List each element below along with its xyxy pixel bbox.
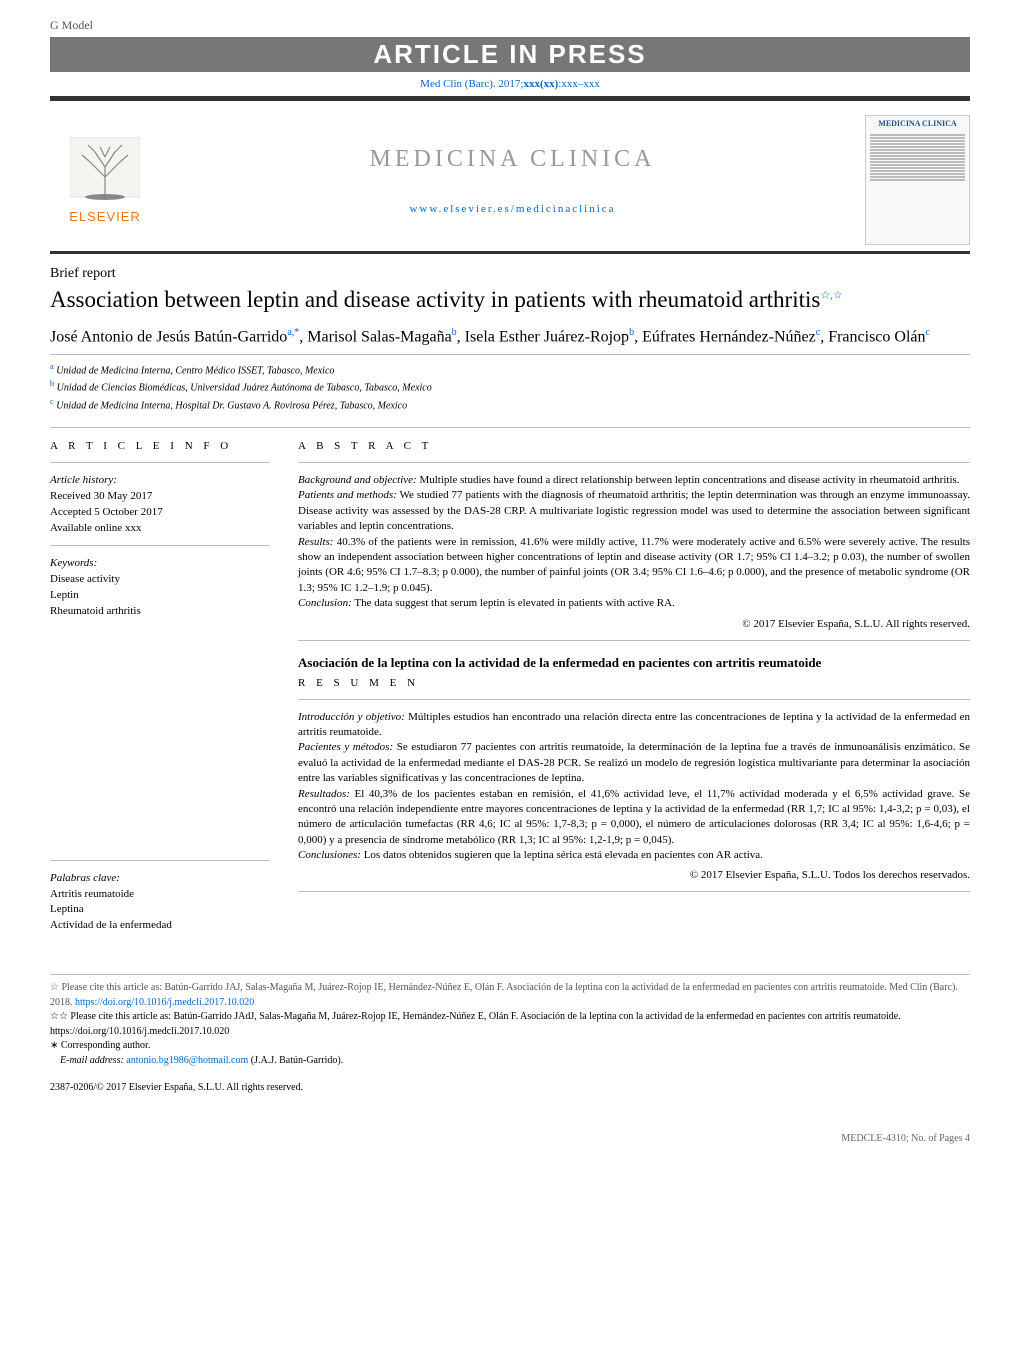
doi-link-1[interactable]: https://doi.org/10.1016/j.medcli.2017.10… [75,997,254,1008]
rule [298,891,970,892]
journal-cover-thumbnail: MEDICINA CLINICA [865,115,970,245]
pm-text: We studied 77 patients with the diagnosi… [298,489,970,532]
palabra-clave: Artritis reumatoide [50,887,270,903]
pm-text-es: Se estudiaron 77 pacientes con artritis … [298,741,970,784]
online-date: Available online xxx [50,521,270,537]
affiliation: a Unidad de Medicina Interna, Centro Méd… [50,361,970,378]
article-history: Article history: Received 30 May 2017 Ac… [50,473,270,546]
top-bar: G Model [50,18,970,33]
affiliation: c Unidad de Medicina Interna, Hospital D… [50,396,970,413]
article-info-heading: a r t i c l e i n f o [50,440,270,452]
keyword: Disease activity [50,572,270,588]
title-footnote-marks: ☆,☆ [820,289,842,301]
rule [50,860,270,861]
affiliation: b Unidad de Ciencias Biomédicas, Univers… [50,378,970,395]
elsevier-logo: ELSEVIER [50,125,160,235]
footnotes: ☆ Please cite this article as: Batún-Gar… [50,974,970,1068]
copyright-en: © 2017 Elsevier España, S.L.U. All right… [298,618,970,630]
corresponding-author: ∗ Corresponding author. [50,1039,970,1054]
rule-med [50,251,970,254]
abstract-heading: a b s t r a c t [298,440,970,452]
con-text-es: Los datos obtenidos sugieren que la lept… [364,849,763,861]
alt-title-es: Asociación de la leptina con la activida… [298,655,970,671]
resumen-heading: r e s u m e n [298,677,970,689]
res-label-es: Resultados: [298,788,350,800]
palabras-label: Palabras clave: [50,871,270,887]
article-in-press-banner: ARTICLE IN PRESS [50,37,970,72]
keyword: Leptin [50,588,270,604]
rule [298,699,970,700]
article-body: a r t i c l e i n f o Article history: R… [50,427,970,934]
left-column: a r t i c l e i n f o Article history: R… [50,440,270,934]
journal-url[interactable]: www.elsevier.es/medicinaclinica [178,203,847,215]
abstract-en: Background and objective: Multiple studi… [298,473,970,612]
elsevier-tree-icon [70,137,140,207]
email-line: E-mail address: antonio.bg1986@hotmail.c… [50,1054,970,1069]
con-label-es: Conclusiones: [298,849,361,861]
author-email[interactable]: antonio.bg1986@hotmail.com [126,1055,248,1066]
journal-header: ELSEVIER MEDICINA CLINICA www.elsevier.e… [50,101,970,251]
affiliations: a Unidad de Medicina Interna, Centro Méd… [50,361,970,413]
received-date: Received 30 May 2017 [50,489,270,505]
keyword: Rheumatoid arthritis [50,604,270,620]
res-label: Results: [298,536,333,548]
rule [298,462,970,463]
journal-title-block: MEDICINA CLINICA www.elsevier.es/medicin… [178,146,847,215]
bg-label: Background and objective: [298,474,417,486]
cite-footnote-1: ☆ Please cite this article as: Batún-Gar… [50,981,970,1010]
article-type: Brief report [50,266,970,282]
cover-lines [866,132,969,244]
citation-line: Med Clin (Barc). 2017;xxx(xx):xxx–xxx [50,72,970,92]
cover-brand: MEDICINA CLINICA [866,116,969,132]
rule [298,640,970,641]
elsevier-wordmark: ELSEVIER [69,209,141,224]
con-text: The data suggest that serum leptin is el… [354,597,674,609]
palabra-clave: Leptina [50,902,270,918]
accepted-date: Accepted 5 October 2017 [50,505,270,521]
gmodel-label: G Model [50,18,93,33]
citation-link[interactable]: Med Clin (Barc). 2017;xxx(xx):xxx–xxx [420,78,600,90]
author-list: José Antonio de Jesús Batún-Garridoa,*, … [50,327,970,355]
issn-line: 2387-0206/© 2017 Elsevier España, S.L.U.… [50,1082,970,1093]
con-label: Conclusion: [298,597,352,609]
journal-title: MEDICINA CLINICA [178,146,847,173]
res-text: 40.3% of the patients were in remission,… [298,536,970,594]
pm-label-es: Pacientes y métodos: [298,741,393,753]
cite-footnote-2: ☆☆ Please cite this article as: Batún-Ga… [50,1010,970,1039]
right-column: a b s t r a c t Background and objective… [298,440,970,934]
keywords-label: Keywords: [50,556,270,572]
keywords-en: Keywords: Disease activityLeptinRheumato… [50,556,270,620]
pm-label: Patients and methods: [298,489,397,501]
abstract-es: Introducción y objetivo: Múltiples estud… [298,710,970,864]
bg-text: Multiple studies have found a direct rel… [419,474,959,486]
rule [50,462,270,463]
copyright-es: © 2017 Elsevier España, S.L.U. Todos los… [298,869,970,881]
res-text-es: El 40,3% de los pacientes estaban en rem… [298,788,970,846]
palabra-clave: Actividad de la enfermedad [50,918,270,934]
keywords-es: Palabras clave: Artritis reumatoideLepti… [50,871,270,935]
intro-label: Introducción y objetivo: [298,711,405,723]
footer-article-id: MEDCLE-4310; No. of Pages 4 [50,1133,970,1144]
history-label: Article history: [50,473,270,489]
article-title: Association between leptin and disease a… [50,286,970,315]
